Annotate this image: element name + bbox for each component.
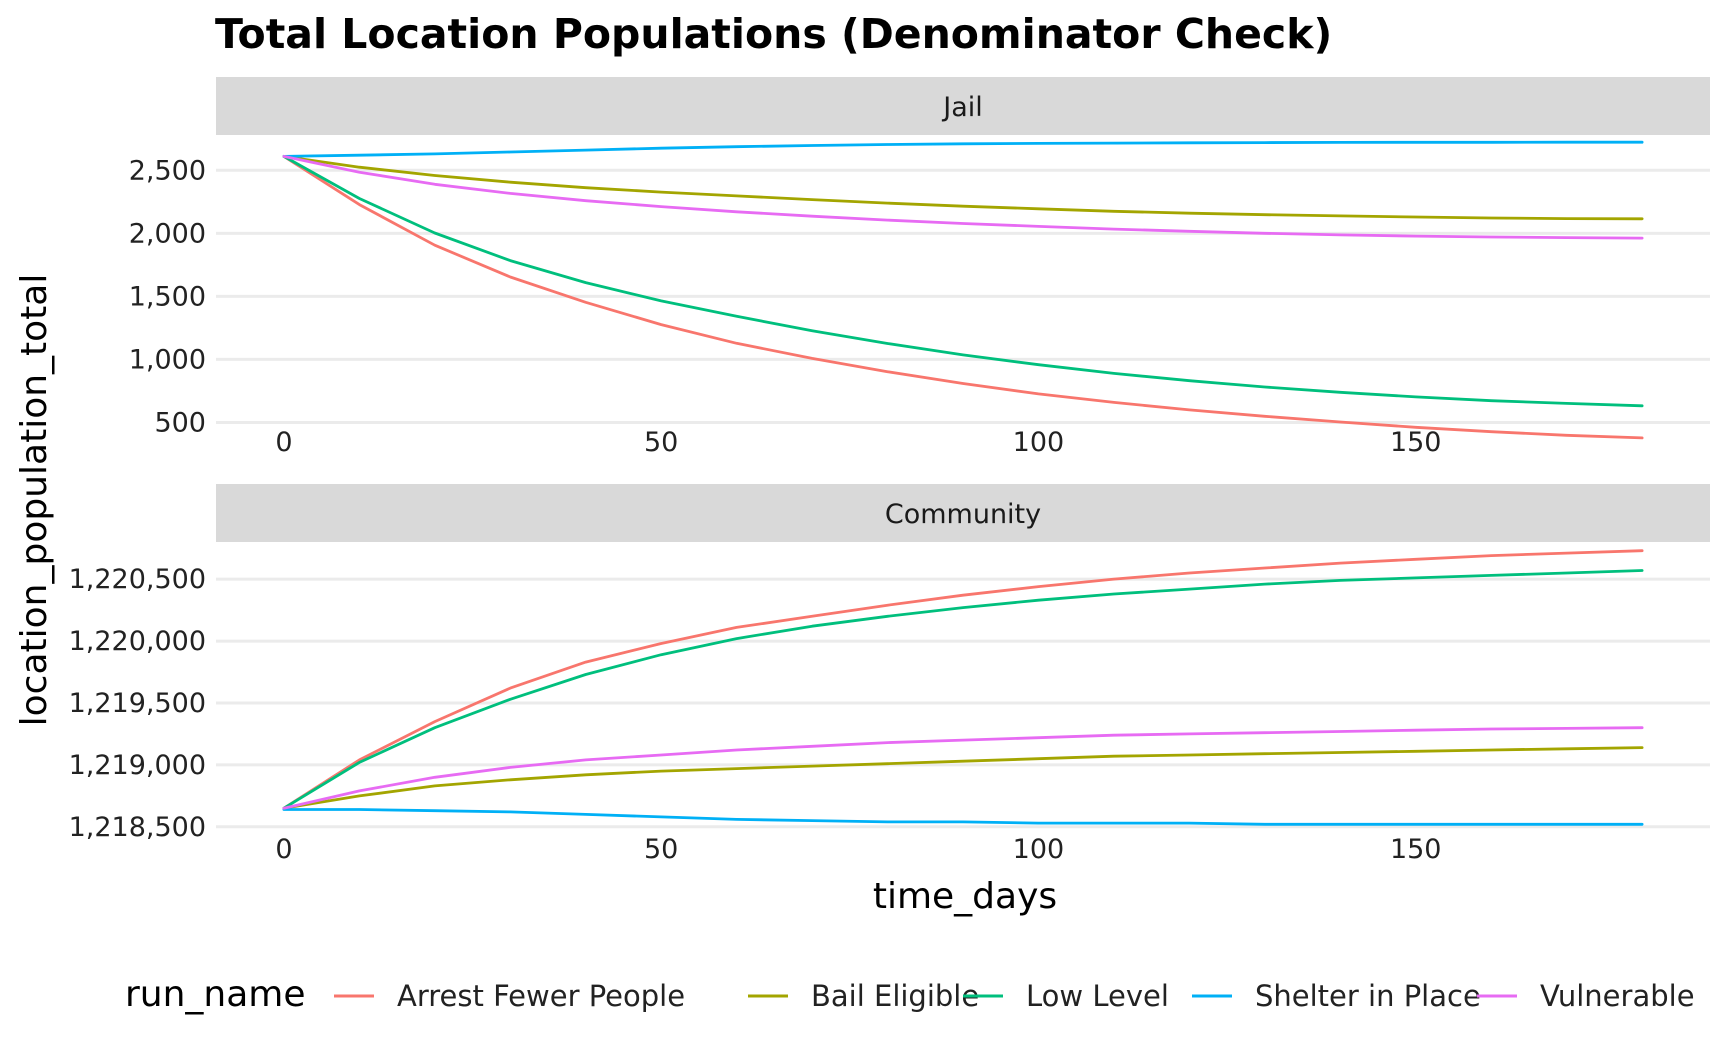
y-tick-label: 2,500 (129, 155, 206, 186)
x-tick-label: 50 (644, 427, 678, 458)
legend-label-bail-eligible: Bail Eligible (811, 979, 979, 1013)
y-tick-label: 500 (154, 407, 206, 438)
y-tick-label: 1,220,500 (69, 564, 206, 595)
y-tick-label: 1,218,500 (69, 812, 206, 843)
legend-label-shelter-in-place: Shelter in Place (1255, 979, 1481, 1013)
series-line-vulnerable (282, 154, 1644, 240)
series-line-bail-eligible (282, 154, 1644, 221)
series-line-low-level (282, 154, 1644, 408)
x-tick-label: 0 (275, 427, 292, 458)
series-line-arrest-fewer-people (282, 154, 1644, 440)
y-tick-label: 1,219,000 (69, 750, 206, 781)
x-tick-label: 100 (1013, 834, 1065, 865)
x-tick-label: 50 (644, 834, 678, 865)
x-tick-label: 0 (275, 834, 292, 865)
chart-title: Total Location Populations (Denominator … (215, 10, 1332, 58)
legend-label-low-level: Low Level (1026, 979, 1169, 1013)
y-tick-label: 1,000 (129, 344, 206, 375)
x-tick-label: 150 (1390, 427, 1442, 458)
legend: run_name Arrest Fewer People Bail Eligibl… (125, 974, 1695, 1015)
series-line-low-level (282, 569, 1644, 810)
x-axis-title: time_days (873, 876, 1057, 917)
y-tick-label: 1,500 (129, 281, 206, 312)
legend-label-arrest-fewer-people: Arrest Fewer People (397, 979, 685, 1013)
strip-label-jail: Jail (941, 92, 983, 123)
strip-label-community: Community (885, 499, 1041, 530)
series-line-shelter-in-place (282, 140, 1644, 158)
series-line-vulnerable (282, 726, 1644, 810)
legend-label-vulnerable: Vulnerable (1540, 979, 1695, 1013)
y-tick-label: 1,220,000 (69, 626, 206, 657)
series-line-shelter-in-place (282, 808, 1644, 826)
strip-community (216, 484, 1710, 542)
y-tick-label: 2,000 (129, 218, 206, 249)
y-tick-label: 1,219,500 (69, 688, 206, 719)
x-tick-label: 100 (1013, 427, 1065, 458)
series-line-bail-eligible (282, 746, 1644, 810)
y-axis-title: location_population_total (14, 274, 55, 727)
panel-community: Community 1,218,500 1,219,000 1,219,500 1,22… (69, 484, 1710, 865)
legend-title: run_name (125, 974, 306, 1015)
panel-jail: Jail 500 1,000 1,500 2,000 2,500 0 50 100 150 (129, 77, 1710, 458)
series-line-arrest-fewer-people (282, 549, 1644, 810)
strip-jail (216, 77, 1710, 135)
x-tick-label: 150 (1390, 834, 1442, 865)
